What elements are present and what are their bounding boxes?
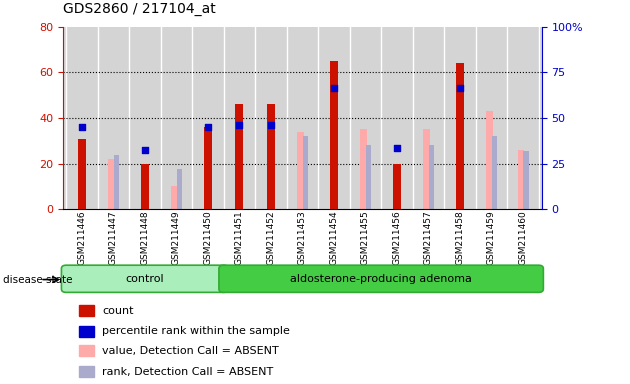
- Bar: [141, 164, 149, 209]
- Point: [329, 85, 339, 91]
- Text: aldosterone-producing adenoma: aldosterone-producing adenoma: [290, 274, 472, 284]
- Bar: [486, 111, 493, 209]
- Bar: [330, 61, 338, 209]
- Point: [77, 124, 87, 130]
- Point: [234, 122, 244, 128]
- Point: [266, 122, 276, 128]
- FancyBboxPatch shape: [219, 265, 543, 292]
- Bar: [78, 139, 86, 209]
- Bar: [108, 159, 115, 209]
- Bar: [79, 366, 94, 377]
- Bar: [79, 345, 94, 356]
- Text: rank, Detection Call = ABSENT: rank, Detection Call = ABSENT: [102, 367, 273, 377]
- Point: [455, 85, 465, 91]
- Bar: [302, 136, 309, 209]
- Text: percentile rank within the sample: percentile rank within the sample: [102, 326, 290, 336]
- Bar: [171, 187, 178, 209]
- Point: [140, 147, 150, 153]
- Bar: [365, 146, 371, 209]
- Bar: [267, 104, 275, 209]
- Bar: [79, 326, 94, 337]
- Bar: [176, 169, 183, 209]
- Bar: [79, 305, 94, 316]
- Text: control: control: [125, 274, 164, 284]
- Bar: [236, 104, 243, 209]
- Bar: [428, 146, 434, 209]
- Bar: [360, 129, 367, 209]
- Bar: [517, 150, 524, 209]
- Point: [203, 124, 213, 130]
- Bar: [113, 155, 120, 209]
- Bar: [456, 63, 464, 209]
- Bar: [393, 164, 401, 209]
- Bar: [297, 132, 304, 209]
- FancyBboxPatch shape: [62, 265, 228, 292]
- Bar: [491, 136, 497, 209]
- Text: disease state: disease state: [3, 275, 72, 285]
- Bar: [204, 127, 212, 209]
- Text: value, Detection Call = ABSENT: value, Detection Call = ABSENT: [102, 346, 279, 356]
- Text: GDS2860 / 217104_at: GDS2860 / 217104_at: [63, 2, 215, 16]
- Text: count: count: [102, 306, 134, 316]
- Bar: [423, 129, 430, 209]
- Point: [392, 145, 402, 151]
- Bar: [523, 151, 529, 209]
